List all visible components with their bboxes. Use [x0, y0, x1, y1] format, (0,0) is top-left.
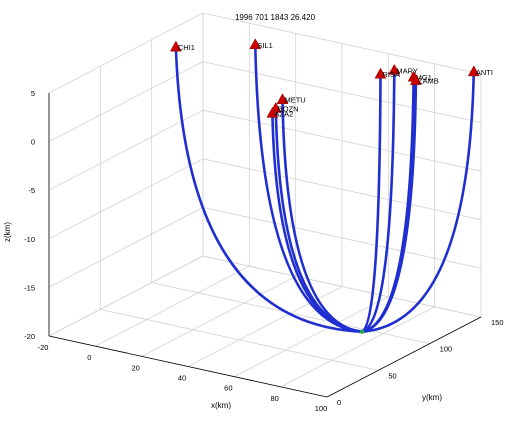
z-tick-label: 0	[31, 138, 35, 147]
station-marker-anti	[467, 65, 480, 77]
y-tick-label: 0	[337, 398, 341, 407]
y-axis-line	[326, 316, 482, 398]
ray-path-zamb	[360, 79, 418, 333]
axes-frame	[48, 93, 482, 398]
pane-left-wall	[49, 13, 203, 336]
x-tick-label: 60	[224, 384, 232, 393]
grid-line-z-back	[202, 158, 482, 221]
x-axis-label: x(km)	[211, 401, 231, 410]
grid-line-x-floor	[187, 286, 343, 367]
grid-line-x-floor	[234, 296, 389, 378]
z-tick-label: -10	[24, 235, 35, 244]
ray-path-anti	[360, 70, 476, 333]
x-tick-label: 20	[131, 363, 139, 372]
grid-line-x-floor	[280, 306, 435, 388]
station-label-mary: MARY	[396, 66, 418, 75]
y-tick-label: 100	[440, 345, 453, 354]
chart-title: 1996 701 1843 26.420	[235, 13, 316, 22]
x-tick-label: 0	[87, 353, 91, 362]
station-marker-risa	[374, 67, 387, 79]
grid-line-z-left	[48, 207, 204, 288]
station-marker-metu	[276, 93, 289, 104]
station-marker-sil1	[249, 38, 262, 50]
station-label-metu: METU	[284, 96, 305, 105]
station-label-zamb: ZAMB	[418, 77, 439, 86]
grid-line-z-back	[202, 109, 482, 172]
station-marker-zamb	[409, 74, 422, 85]
station-label-risa: RISA	[382, 70, 400, 79]
grid-line-z-back	[202, 255, 482, 318]
grid-line-z-left	[48, 109, 204, 191]
grid-line-x-floor	[141, 275, 296, 357]
ray-path-aza2	[271, 112, 364, 333]
grid-line-y-floor	[100, 308, 379, 371]
y-axis-label: y(km)	[422, 393, 442, 402]
station-label-anti: ANTI	[476, 68, 493, 77]
station-marker-chi1	[169, 40, 182, 52]
x-tick-label: 80	[270, 394, 278, 403]
z-tick-label: -20	[24, 332, 35, 341]
tick-labels: -20 0 20 40 60 80 100 0 50 100 150 -20 -15 -10 -5 0 5	[24, 89, 503, 413]
z-tick-label: 5	[31, 89, 35, 98]
y-tick-label: 150	[491, 318, 504, 327]
ray-path-mary	[360, 69, 396, 333]
grid-line-x-floor	[95, 265, 250, 347]
station-marker-aza2	[266, 106, 279, 118]
station-label-chi1: CHI1	[178, 43, 195, 52]
station-label-mg1: MG1	[416, 73, 432, 82]
grid-line-z-back	[202, 207, 482, 269]
x-tick-label: 40	[178, 374, 186, 383]
grid-line-z-back	[202, 61, 482, 123]
ray-path-risa	[360, 72, 382, 333]
grid-line-z-left	[48, 12, 204, 94]
ray-path-chi1	[174, 45, 364, 333]
station-marker-mary	[388, 63, 401, 75]
x-axis-line	[48, 335, 328, 398]
station-label-sil1: SIL1	[257, 41, 272, 50]
grid-line-z-left	[48, 255, 204, 337]
source-marker	[359, 329, 365, 334]
grid-line-z-left	[48, 158, 204, 240]
x-tick-label: 100	[315, 404, 328, 413]
station-label-bozn: BOZN	[278, 105, 299, 114]
ray-paths	[174, 43, 476, 333]
z-tick-label: -15	[24, 283, 35, 292]
station-label-aza2: AZA2	[274, 109, 293, 118]
y-tick-label: 50	[388, 371, 396, 380]
x-tick-label: -20	[38, 343, 49, 352]
z-axis-label: z(km)	[3, 222, 12, 242]
grid-line-z-back	[202, 12, 482, 75]
z-tick-label: -5	[28, 186, 35, 195]
